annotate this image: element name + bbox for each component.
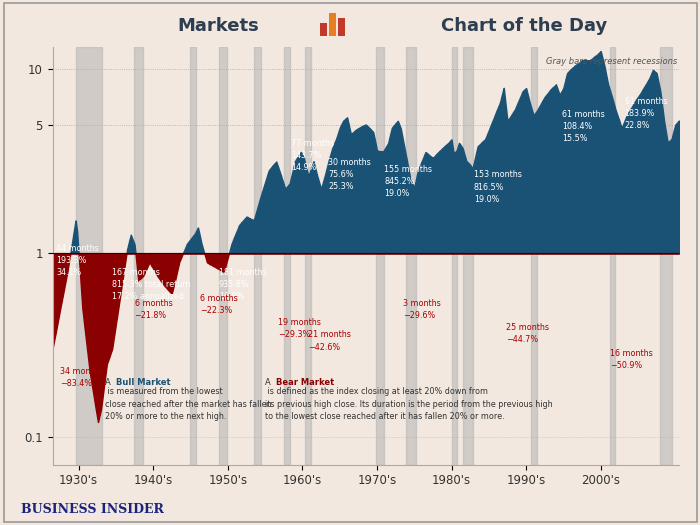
Text: Markets: Markets	[177, 17, 259, 35]
Text: 77 months
143.7%
14.9%: 77 months 143.7% 14.9%	[291, 139, 334, 173]
Bar	[76, 47, 102, 465]
Text: BUSINESS INSIDER: BUSINESS INSIDER	[21, 502, 164, 516]
Bar	[254, 47, 260, 465]
Text: 153 months
816.5%
19.0%: 153 months 816.5% 19.0%	[474, 171, 522, 204]
Text: 6 months
−21.8%: 6 months −21.8%	[134, 299, 172, 320]
Text: is defined as the index closing at least 20% down from
its previous high close. : is defined as the index closing at least…	[265, 387, 553, 422]
Text: 167 months
815.3% total return
17.2% annualized: 167 months 815.3% total return 17.2% ann…	[112, 268, 190, 301]
Bar	[463, 47, 473, 465]
Text: A: A	[265, 378, 274, 387]
Bar	[329, 13, 336, 36]
Bar	[320, 23, 327, 36]
Text: 155 months
845.2%
19.0%: 155 months 845.2% 19.0%	[384, 165, 433, 198]
Bar	[376, 47, 384, 465]
Text: 44 months
193.3%
34.1%: 44 months 193.3% 34.1%	[56, 244, 99, 277]
Text: Gray bars represent recessions: Gray bars represent recessions	[545, 57, 677, 66]
Bar	[134, 47, 143, 465]
Text: A: A	[105, 378, 113, 387]
Text: 25 months
−44.7%: 25 months −44.7%	[506, 323, 549, 344]
Bar	[406, 47, 416, 465]
Text: Bull Market: Bull Market	[116, 378, 171, 387]
Bar	[338, 18, 345, 36]
Bar	[190, 47, 197, 465]
Text: 61 months
108.4%
15.5%: 61 months 108.4% 15.5%	[562, 110, 605, 143]
Bar	[610, 47, 615, 465]
Bar	[452, 47, 456, 465]
Text: 16 months
−50.9%: 16 months −50.9%	[610, 349, 652, 370]
Text: Bear Market: Bear Market	[276, 378, 335, 387]
Text: 34 months
−83.4%: 34 months −83.4%	[60, 367, 103, 388]
Bar	[659, 47, 671, 465]
Bar	[531, 47, 536, 465]
Text: 181 months
935.8%
16.8%: 181 months 935.8% 16.8%	[219, 268, 267, 301]
Bar	[219, 47, 227, 465]
Text: 6 months
−22.3%: 6 months −22.3%	[200, 293, 238, 315]
Text: 61 months
183.9%
22.8%: 61 months 183.9% 22.8%	[624, 97, 667, 130]
Text: 21 months
−42.6%: 21 months −42.6%	[308, 330, 351, 352]
Text: 30 months
75.6%
25.3%: 30 months 75.6% 25.3%	[328, 158, 371, 191]
Text: Chart of the Day: Chart of the Day	[441, 17, 608, 35]
Bar	[304, 47, 311, 465]
Text: is measured from the lowest
close reached after the market has fallen
20% or mor: is measured from the lowest close reache…	[105, 387, 272, 422]
Bar	[284, 47, 290, 465]
Text: 3 months
−29.6%: 3 months −29.6%	[403, 299, 441, 320]
Text: 19 months
−29.3%: 19 months −29.3%	[279, 318, 321, 339]
